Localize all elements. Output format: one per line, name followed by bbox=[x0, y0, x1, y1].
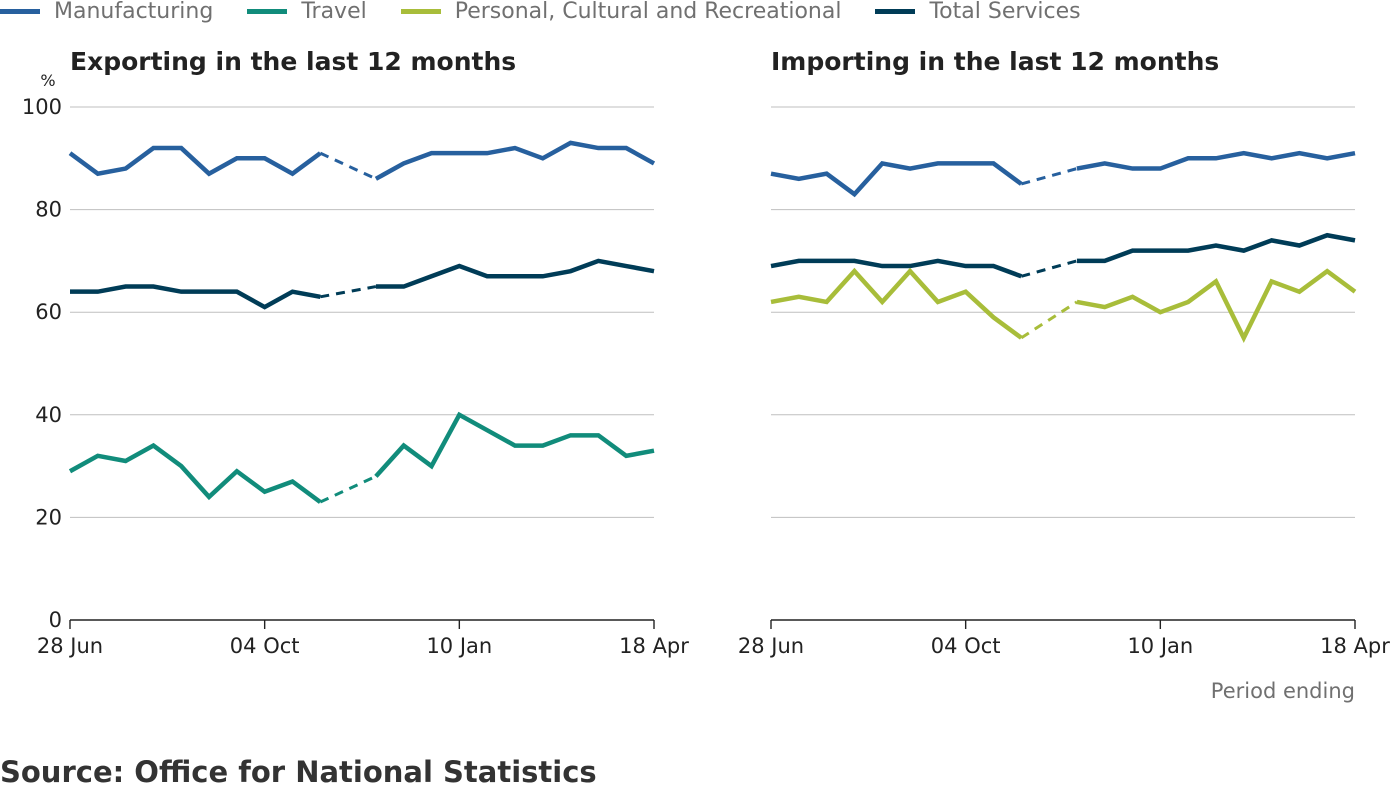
series-gap-dashed bbox=[1020, 300, 1078, 340]
panel-title: Exporting in the last 12 months bbox=[70, 47, 516, 76]
series-line bbox=[770, 258, 1023, 279]
x-tick-label: 04 Oct bbox=[931, 634, 1001, 658]
legend-item: Personal, Cultural and Recreational bbox=[400, 0, 842, 24]
y-tick-label: 60 bbox=[35, 300, 62, 324]
legend-label: Total Services bbox=[929, 0, 1081, 24]
y-tick-label: 20 bbox=[35, 505, 62, 529]
series-line bbox=[68, 442, 322, 504]
series-line bbox=[1076, 268, 1357, 343]
legend-item: Manufacturing bbox=[0, 0, 213, 24]
x-tick-label: 18 Apr bbox=[619, 634, 689, 658]
legend-swatch bbox=[247, 8, 288, 14]
series-line bbox=[70, 284, 321, 310]
series-line bbox=[1076, 150, 1356, 171]
chart-area: Exporting in the last 12 months 0 20 40 60 80… bbox=[22, 47, 1390, 703]
series-line bbox=[770, 267, 1023, 340]
legend-swatch bbox=[400, 8, 441, 14]
y-tick-label: 40 bbox=[35, 403, 62, 427]
series-gap-dashed bbox=[1020, 167, 1078, 186]
y-tick-label: 100 bbox=[22, 95, 62, 119]
x-tick-label: 10 Jan bbox=[1127, 634, 1193, 658]
series-line bbox=[68, 145, 322, 177]
series-gap-dashed bbox=[1020, 259, 1078, 278]
x-tick-label: 28 Jun bbox=[37, 634, 103, 658]
x-tick-label: 10 Jan bbox=[426, 634, 492, 658]
legend-label: Personal, Cultural and Recreational bbox=[454, 0, 842, 24]
x-tick-label: 28 Jun bbox=[738, 634, 804, 658]
series-line bbox=[770, 160, 1023, 198]
legend-swatch bbox=[875, 8, 916, 14]
x-tick-label: 04 Oct bbox=[230, 634, 300, 658]
legend-label: Travel bbox=[301, 0, 367, 24]
series-gap-dashed bbox=[319, 151, 377, 181]
series-line bbox=[375, 258, 655, 289]
legend: Manufacturing Travel Personal, Cultural an… bbox=[0, 0, 1115, 28]
series-gap-dashed bbox=[319, 474, 377, 504]
y-tick-label: 80 bbox=[35, 198, 62, 222]
y-axis-unit: % bbox=[40, 71, 55, 90]
x-axis-label: Period ending bbox=[1211, 679, 1355, 703]
x-tick-label: 18 Apr bbox=[1320, 634, 1390, 658]
series-gap-dashed bbox=[320, 285, 377, 299]
legend-item: Travel bbox=[247, 0, 367, 24]
panel-title: Importing in the last 12 months bbox=[771, 47, 1219, 76]
source-note: Source: Office for National Statistics bbox=[0, 755, 597, 789]
legend-label: Manufacturing bbox=[54, 0, 214, 24]
series-line bbox=[374, 411, 655, 478]
y-tick-label: 0 bbox=[49, 608, 62, 632]
legend-swatch bbox=[0, 8, 40, 14]
series-line bbox=[374, 140, 656, 181]
legend-item: Total Services bbox=[875, 0, 1081, 24]
series-line bbox=[1076, 232, 1356, 264]
